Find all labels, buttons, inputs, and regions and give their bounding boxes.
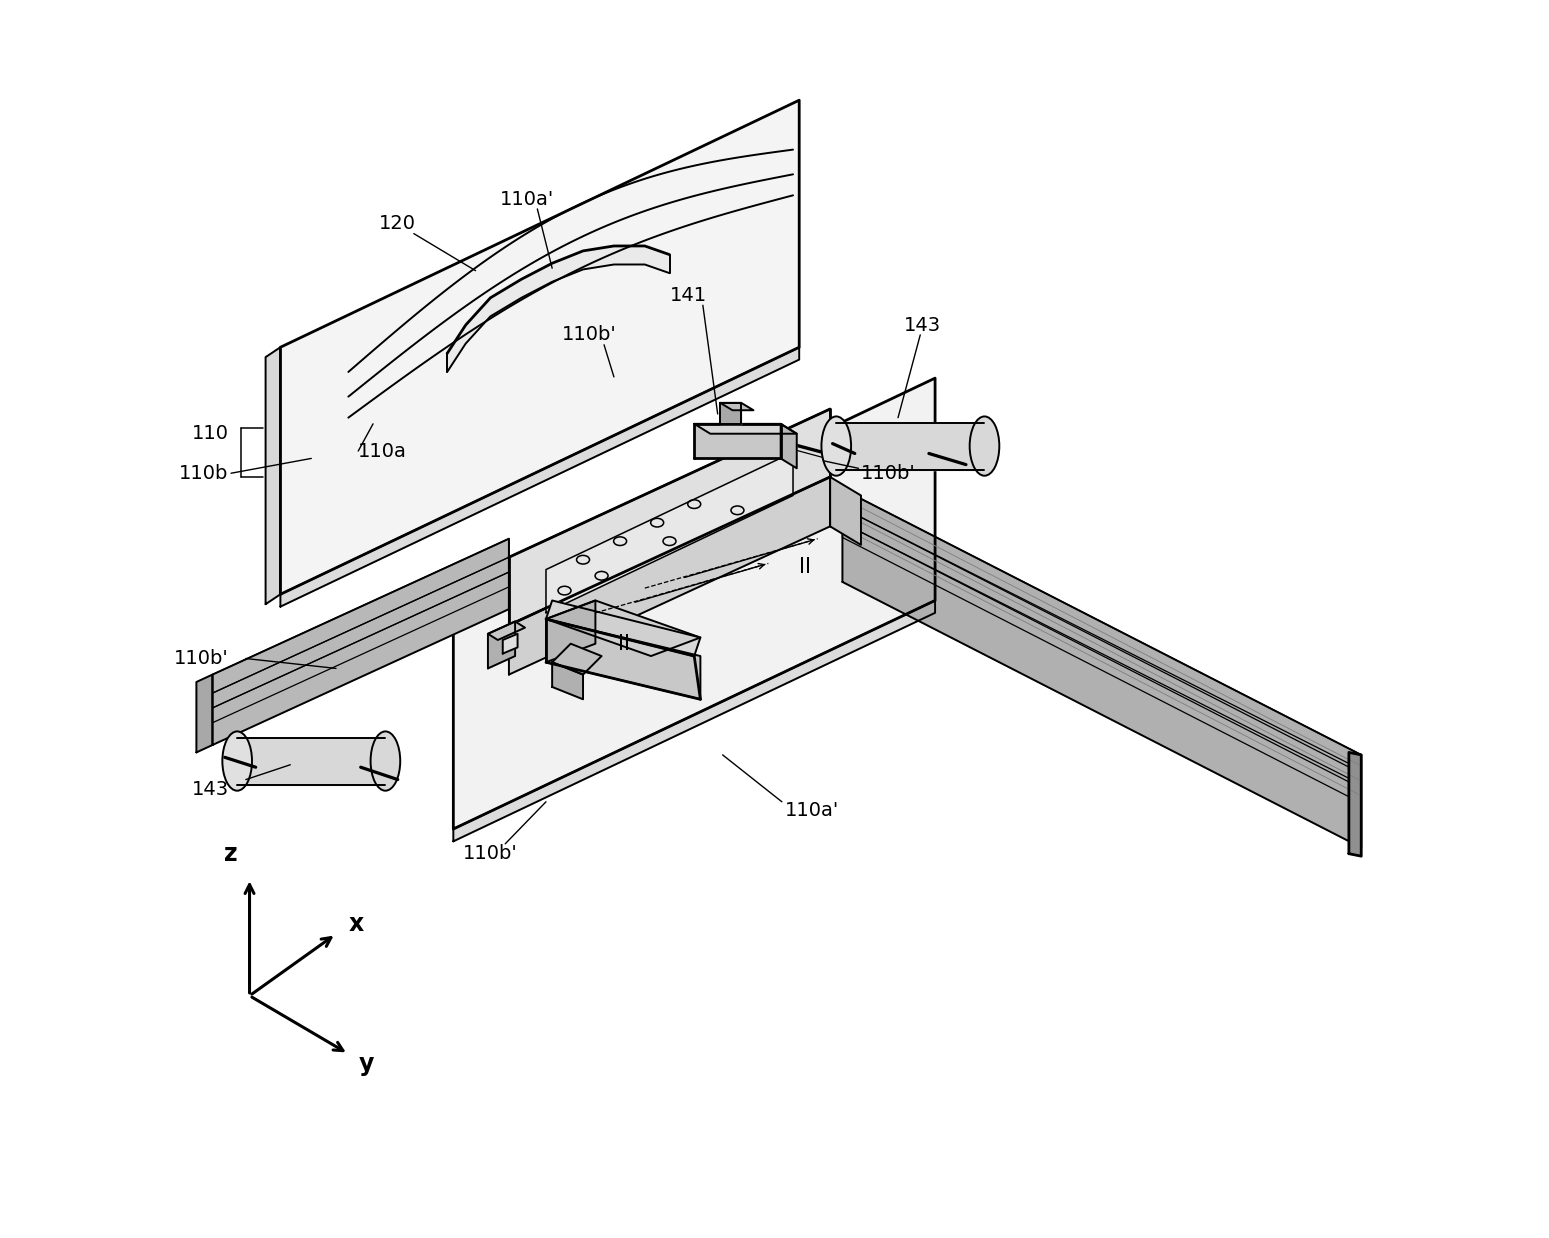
Ellipse shape [970, 416, 999, 475]
Text: 110a: 110a [358, 442, 407, 461]
Polygon shape [510, 477, 830, 675]
Text: II: II [618, 634, 630, 654]
Ellipse shape [223, 732, 252, 791]
Text: 110a': 110a' [784, 801, 838, 820]
Polygon shape [265, 347, 280, 604]
Polygon shape [488, 621, 516, 669]
Polygon shape [1349, 753, 1362, 857]
Text: 141: 141 [669, 286, 706, 305]
Polygon shape [781, 423, 796, 468]
Polygon shape [545, 600, 700, 656]
Polygon shape [510, 409, 830, 625]
Polygon shape [212, 539, 510, 745]
Polygon shape [454, 378, 936, 829]
Text: 110a': 110a' [500, 189, 555, 208]
Polygon shape [694, 423, 781, 458]
Polygon shape [836, 422, 985, 469]
Polygon shape [843, 489, 1362, 774]
Text: 110b': 110b' [562, 326, 617, 344]
Polygon shape [551, 662, 582, 699]
Text: 110b': 110b' [173, 649, 229, 669]
Polygon shape [197, 675, 212, 753]
Text: 110: 110 [192, 425, 229, 443]
Text: 110b': 110b' [861, 464, 915, 483]
Text: y: y [358, 1051, 373, 1076]
Text: 143: 143 [192, 780, 229, 799]
Text: 120: 120 [380, 214, 417, 233]
Polygon shape [212, 557, 510, 708]
Polygon shape [545, 600, 595, 662]
Polygon shape [280, 100, 799, 594]
Polygon shape [280, 347, 799, 607]
Polygon shape [488, 621, 525, 640]
Polygon shape [720, 402, 753, 410]
Polygon shape [212, 572, 510, 723]
Ellipse shape [370, 732, 400, 791]
Text: 110b': 110b' [463, 844, 517, 863]
Text: II: II [799, 557, 812, 577]
Polygon shape [212, 539, 510, 693]
Polygon shape [694, 423, 796, 433]
Polygon shape [545, 600, 700, 656]
Polygon shape [843, 522, 1362, 803]
Text: 110b: 110b [180, 464, 229, 483]
Text: 143: 143 [905, 316, 942, 334]
Polygon shape [237, 738, 386, 785]
Polygon shape [551, 644, 601, 675]
Polygon shape [454, 600, 936, 842]
Polygon shape [545, 619, 700, 699]
Polygon shape [720, 402, 740, 423]
Polygon shape [545, 452, 793, 613]
Polygon shape [503, 634, 517, 654]
Text: x: x [349, 912, 364, 936]
Ellipse shape [821, 416, 850, 475]
Text: z: z [225, 842, 239, 867]
Polygon shape [830, 477, 861, 545]
Polygon shape [843, 508, 1362, 789]
Polygon shape [843, 489, 1362, 848]
Polygon shape [448, 246, 669, 371]
